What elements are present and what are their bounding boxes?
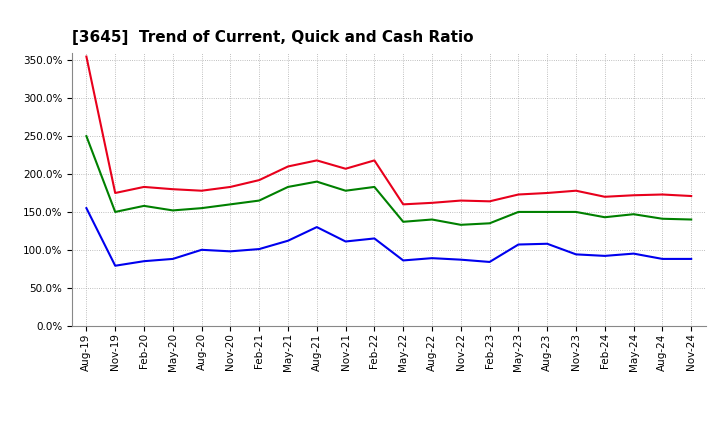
Quick Ratio <box>226 202 235 207</box>
Line: Quick Ratio: Quick Ratio <box>86 136 691 225</box>
Cash Ratio <box>399 258 408 263</box>
Current Ratio <box>168 187 177 192</box>
Quick Ratio <box>284 184 292 190</box>
Current Ratio <box>629 193 638 198</box>
Current Ratio <box>514 192 523 197</box>
Cash Ratio <box>428 256 436 261</box>
Line: Cash Ratio: Cash Ratio <box>86 208 691 266</box>
Cash Ratio <box>543 241 552 246</box>
Quick Ratio <box>658 216 667 221</box>
Current Ratio <box>255 177 264 183</box>
Current Ratio <box>399 202 408 207</box>
Quick Ratio <box>197 205 206 211</box>
Current Ratio <box>312 158 321 163</box>
Current Ratio <box>284 164 292 169</box>
Current Ratio <box>600 194 609 199</box>
Line: Current Ratio: Current Ratio <box>86 57 691 204</box>
Quick Ratio <box>456 222 465 227</box>
Quick Ratio <box>428 217 436 222</box>
Cash Ratio <box>572 252 580 257</box>
Current Ratio <box>197 188 206 193</box>
Current Ratio <box>111 191 120 196</box>
Cash Ratio <box>600 253 609 259</box>
Cash Ratio <box>485 259 494 264</box>
Quick Ratio <box>82 133 91 139</box>
Quick Ratio <box>370 184 379 190</box>
Quick Ratio <box>687 217 696 222</box>
Quick Ratio <box>572 209 580 215</box>
Cash Ratio <box>284 238 292 243</box>
Cash Ratio <box>82 205 91 211</box>
Quick Ratio <box>514 209 523 215</box>
Cash Ratio <box>255 246 264 252</box>
Cash Ratio <box>226 249 235 254</box>
Quick Ratio <box>341 188 350 193</box>
Cash Ratio <box>370 236 379 241</box>
Quick Ratio <box>168 208 177 213</box>
Current Ratio <box>572 188 580 193</box>
Cash Ratio <box>312 224 321 230</box>
Quick Ratio <box>485 220 494 226</box>
Current Ratio <box>140 184 148 190</box>
Cash Ratio <box>140 259 148 264</box>
Cash Ratio <box>658 256 667 261</box>
Current Ratio <box>370 158 379 163</box>
Current Ratio <box>456 198 465 203</box>
Current Ratio <box>543 191 552 196</box>
Cash Ratio <box>168 256 177 261</box>
Quick Ratio <box>111 209 120 215</box>
Current Ratio <box>226 184 235 190</box>
Cash Ratio <box>514 242 523 247</box>
Quick Ratio <box>543 209 552 215</box>
Current Ratio <box>687 194 696 199</box>
Quick Ratio <box>399 219 408 224</box>
Quick Ratio <box>600 215 609 220</box>
Current Ratio <box>485 199 494 204</box>
Cash Ratio <box>687 256 696 261</box>
Quick Ratio <box>140 203 148 209</box>
Cash Ratio <box>456 257 465 262</box>
Cash Ratio <box>341 239 350 244</box>
Current Ratio <box>341 166 350 171</box>
Quick Ratio <box>629 212 638 217</box>
Cash Ratio <box>629 251 638 256</box>
Cash Ratio <box>197 247 206 253</box>
Quick Ratio <box>255 198 264 203</box>
Current Ratio <box>658 192 667 197</box>
Quick Ratio <box>312 179 321 184</box>
Current Ratio <box>82 54 91 59</box>
Current Ratio <box>428 200 436 205</box>
Text: [3645]  Trend of Current, Quick and Cash Ratio: [3645] Trend of Current, Quick and Cash … <box>72 29 474 45</box>
Cash Ratio <box>111 263 120 268</box>
